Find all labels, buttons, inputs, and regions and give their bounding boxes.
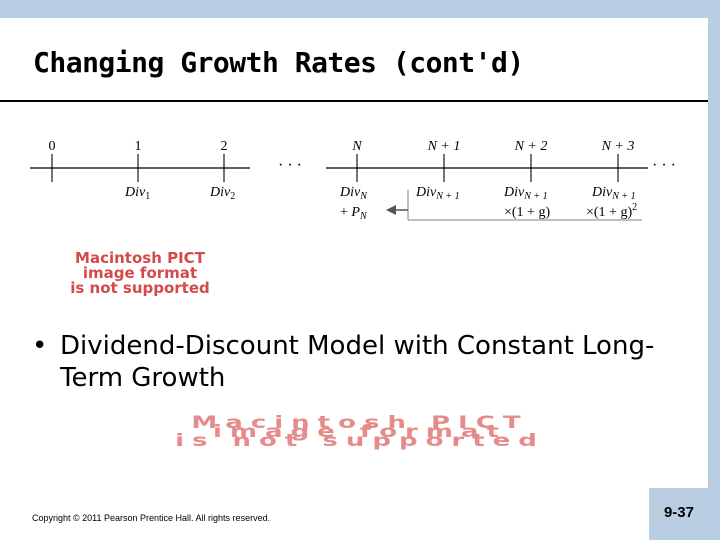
tick-label-n: N — [351, 139, 362, 154]
page-number: 9-37 — [663, 504, 694, 521]
tick-label-2: 2 — [221, 139, 228, 154]
cash-flow-divn: DivN — [339, 185, 368, 202]
timeline-ellipsis-left: · · · — [278, 157, 302, 174]
cash-flow-timeline: · · · · · · 0 1 2 N N + 1 N + 2 N + 3 Di… — [30, 139, 676, 222]
cash-flow-div1: Div1 — [124, 185, 150, 202]
growth-factor-n3: ×(1 + g)2 — [586, 202, 637, 220]
tick-label-n2: N + 2 — [514, 139, 548, 154]
placeholder-line: Macintosh PICT — [75, 249, 205, 267]
timeline-ellipsis-right: · · · — [652, 157, 676, 174]
tick-label-n1: N + 1 — [427, 139, 461, 154]
placeholder-line: Macintosh PICT — [191, 412, 529, 433]
bullet-text: Dividend-Discount Model with Constant Lo… — [60, 331, 655, 393]
top-accent-bar — [0, 0, 720, 18]
unsupported-image-placeholder: Macintosh PICT image format is not suppo… — [48, 251, 232, 296]
placeholder-line: image format — [213, 421, 507, 442]
tick-label-1: 1 — [135, 139, 142, 154]
cash-flow-div2: Div2 — [209, 185, 235, 202]
cash-flow-divn2: DivN + 1 — [503, 185, 548, 202]
cash-flow-divn1: DivN + 1 — [415, 185, 460, 202]
placeholder-line: is not supported — [70, 279, 210, 297]
tick-label-n3: N + 3 — [601, 139, 635, 154]
right-accent-bar — [708, 0, 720, 540]
placeholder-line: image format — [82, 264, 198, 282]
bullet-dot: • — [32, 331, 48, 361]
unsupported-formula-placeholder: Macintosh PICT image format is not suppo… — [20, 412, 700, 451]
title-divider — [0, 100, 708, 102]
growth-factor-n2: ×(1 + g) — [504, 205, 550, 220]
placeholder-line: is not supported — [175, 431, 545, 451]
terminal-value-pn: + PN — [340, 205, 368, 222]
discount-arrowhead — [386, 205, 396, 215]
slide-title: Changing Growth Rates (cont'd) — [33, 46, 524, 79]
page-number-box — [649, 488, 720, 540]
cash-flow-divn3: DivN + 1 — [591, 185, 636, 202]
copyright-notice: Copyright © 2011 Pearson Prentice Hall. … — [32, 513, 271, 523]
tick-label-0: 0 — [49, 139, 56, 154]
